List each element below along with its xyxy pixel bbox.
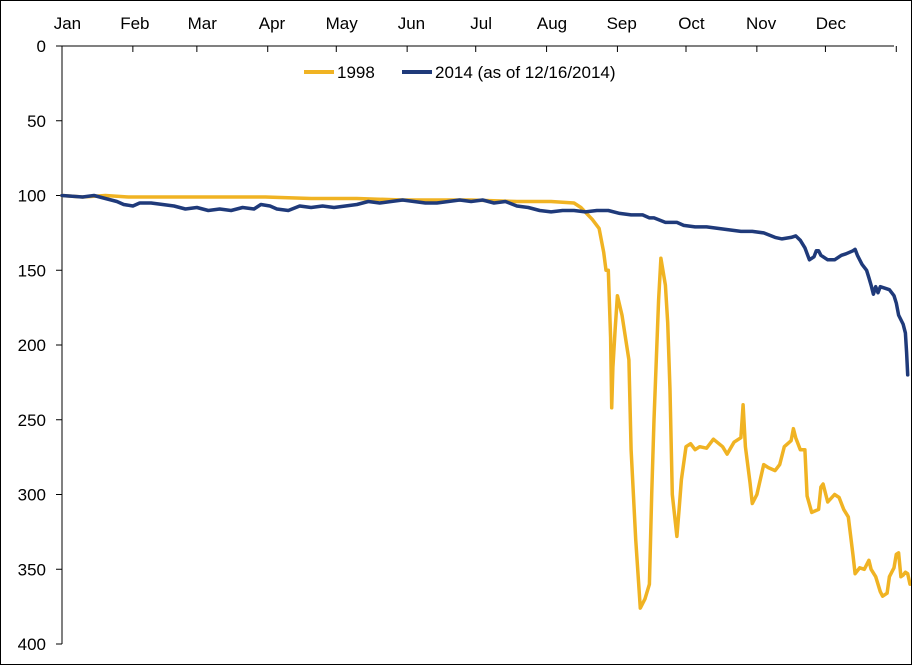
y-tick-label: 150 [18,261,46,280]
y-tick-label: 400 [18,635,46,654]
x-tick-label: Mar [188,14,218,33]
y-tick-label: 250 [18,411,46,430]
y-tick-label: 100 [18,187,46,206]
y-tick-label: 200 [18,336,46,355]
y-tick-label: 0 [37,37,46,56]
legend-label-2014: 2014 (as of 12/16/2014) [435,63,616,82]
x-tick-label: Dec [816,14,847,33]
y-tick-label: 350 [18,560,46,579]
x-tick-label: May [326,14,359,33]
x-tick-label: Jul [470,14,492,33]
series-layer [60,193,911,610]
legend-label-1998: 1998 [337,63,375,82]
y-tick-label: 300 [18,486,46,505]
x-tick-label: Jan [54,14,81,33]
x-tick-label: Aug [537,14,567,33]
x-tick-label: Jun [398,14,425,33]
x-tick-label: Oct [678,14,705,33]
series-line-1998 [60,193,911,610]
x-tick-label: Nov [746,14,777,33]
legend: 1998 2014 (as of 12/16/2014) [304,63,616,82]
x-axis-ticks: Jan Feb Mar Apr May Jun Jul Aug Sep Oct Nov Dec [54,14,897,52]
x-tick-label: Apr [259,14,286,33]
y-tick-label: 50 [27,112,46,131]
x-tick-label: Feb [120,14,149,33]
x-tick-label: Sep [607,14,637,33]
y-axis-ticks: 0 50 100 150 200 250 300 350 400 [18,37,62,654]
axes-layer [61,45,894,644]
series-line-2014 [60,193,910,377]
